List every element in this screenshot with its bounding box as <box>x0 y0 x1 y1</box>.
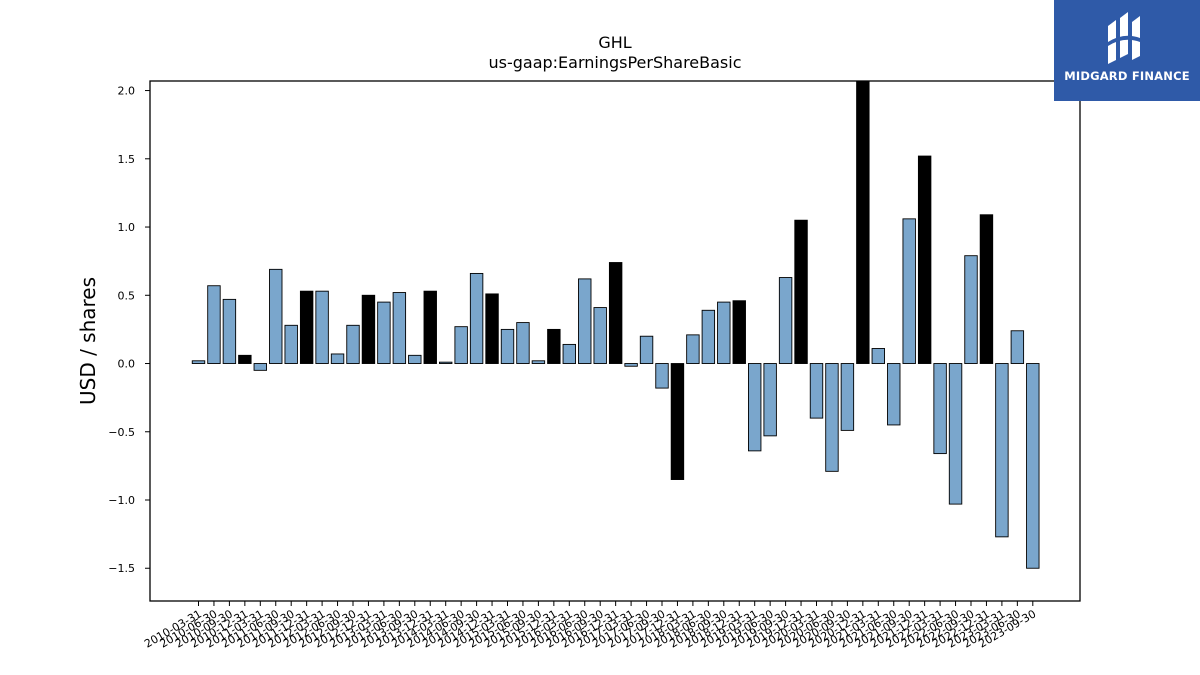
bar-2020-03-31 <box>809 363 824 419</box>
x-ticks-group: 2010-03-312010-06-302010-09-302010-12-31… <box>142 601 1038 651</box>
bar-2020-09-30 <box>840 363 855 431</box>
bar-2019-06-30 <box>763 363 777 437</box>
bar-2020-06-30 <box>825 363 839 472</box>
bar-2019-12-31 <box>794 219 808 364</box>
bar-2021-03-31 <box>871 348 885 364</box>
bar-2016-12-31 <box>608 262 623 364</box>
bar-2021-09-30 <box>902 218 916 364</box>
bar-2023-03-31 <box>995 363 1009 538</box>
bar-2014-09-30 <box>469 272 484 364</box>
y-tick-label: 0.0 <box>118 358 136 371</box>
bar-2017-12-31 <box>670 363 685 480</box>
bar-2018-03-31 <box>686 334 700 364</box>
y-tick-label: 0.5 <box>118 289 136 302</box>
y-ticks-group: −1.5 −1.0 −0.5 0.0 0.5 1.0 1.5 2.0 <box>108 85 150 575</box>
bar-2012-06-30 <box>330 353 345 364</box>
y-tick-label: −1.0 <box>108 494 135 507</box>
bar-2012-09-30 <box>346 324 360 364</box>
bar-2019-09-30 <box>778 277 793 364</box>
bar-2017-06-30 <box>639 335 654 364</box>
bar-2021-12-31 <box>917 155 932 364</box>
chart-title: GHL <box>598 33 631 52</box>
bar-2010-03-31 <box>191 360 206 364</box>
bar-2016-09-30 <box>593 307 607 364</box>
bar-2010-12-31 <box>238 354 252 364</box>
bar-2016-03-31 <box>562 343 576 364</box>
bar-2022-06-30 <box>948 363 963 505</box>
bar-2021-06-30 <box>887 363 901 426</box>
bar-2010-06-30 <box>207 285 221 364</box>
chart-subtitle: us-gaap:EarningsPerShareBasic <box>488 53 741 72</box>
y-axis-label: USD / shares <box>76 277 100 405</box>
bar-2019-03-31 <box>748 363 762 452</box>
y-tick-label: −1.5 <box>108 562 135 575</box>
bar-2013-09-30 <box>408 354 422 364</box>
bar-2013-03-31 <box>377 301 391 364</box>
bar-2022-12-31 <box>979 214 994 364</box>
brand-name: MIDGARD FINANCE <box>1064 69 1190 83</box>
bar-2014-03-31 <box>439 361 453 364</box>
bar-2015-03-31 <box>500 328 515 364</box>
bar-2018-09-30 <box>717 301 731 364</box>
bar-2023-06-30 <box>1010 330 1025 364</box>
bars-group <box>191 80 1040 569</box>
bar-2011-12-31 <box>299 290 314 364</box>
plot-frame <box>149 80 1081 602</box>
bar-2010-09-30 <box>222 298 237 364</box>
bar-2014-12-31 <box>485 293 499 364</box>
bar-2015-12-31 <box>547 328 561 364</box>
bar-2012-12-31 <box>361 294 376 364</box>
y-tick-label: 1.0 <box>118 221 136 234</box>
bar-2017-03-31 <box>624 363 638 367</box>
bar-2017-09-30 <box>655 363 669 389</box>
y-tick-label: 2.0 <box>118 85 136 98</box>
bar-2015-09-30 <box>531 360 546 364</box>
bar-2022-09-30 <box>964 255 978 364</box>
bar-2013-12-31 <box>423 290 437 364</box>
y-tick-label: 1.5 <box>118 153 136 166</box>
bar-2020-12-31 <box>856 80 870 364</box>
bar-2011-06-30 <box>269 268 283 364</box>
bar-2023-09-30 <box>1026 363 1040 569</box>
bar-2015-06-30 <box>516 322 530 364</box>
bar-2013-06-30 <box>392 292 407 364</box>
bar-2018-06-30 <box>701 309 716 364</box>
bar-2012-03-31 <box>315 290 329 364</box>
logo-mark-icon <box>1108 12 1140 64</box>
y-tick-label: −0.5 <box>108 426 135 439</box>
brand-logo: MIDGARD FINANCE <box>1054 0 1200 101</box>
bar-2016-06-30 <box>578 278 592 364</box>
bar-2011-09-30 <box>284 324 298 364</box>
bar-2018-12-31 <box>732 300 746 364</box>
bar-2022-03-31 <box>933 363 947 455</box>
bar-2011-03-31 <box>253 363 268 371</box>
bar-2014-06-30 <box>454 326 468 364</box>
